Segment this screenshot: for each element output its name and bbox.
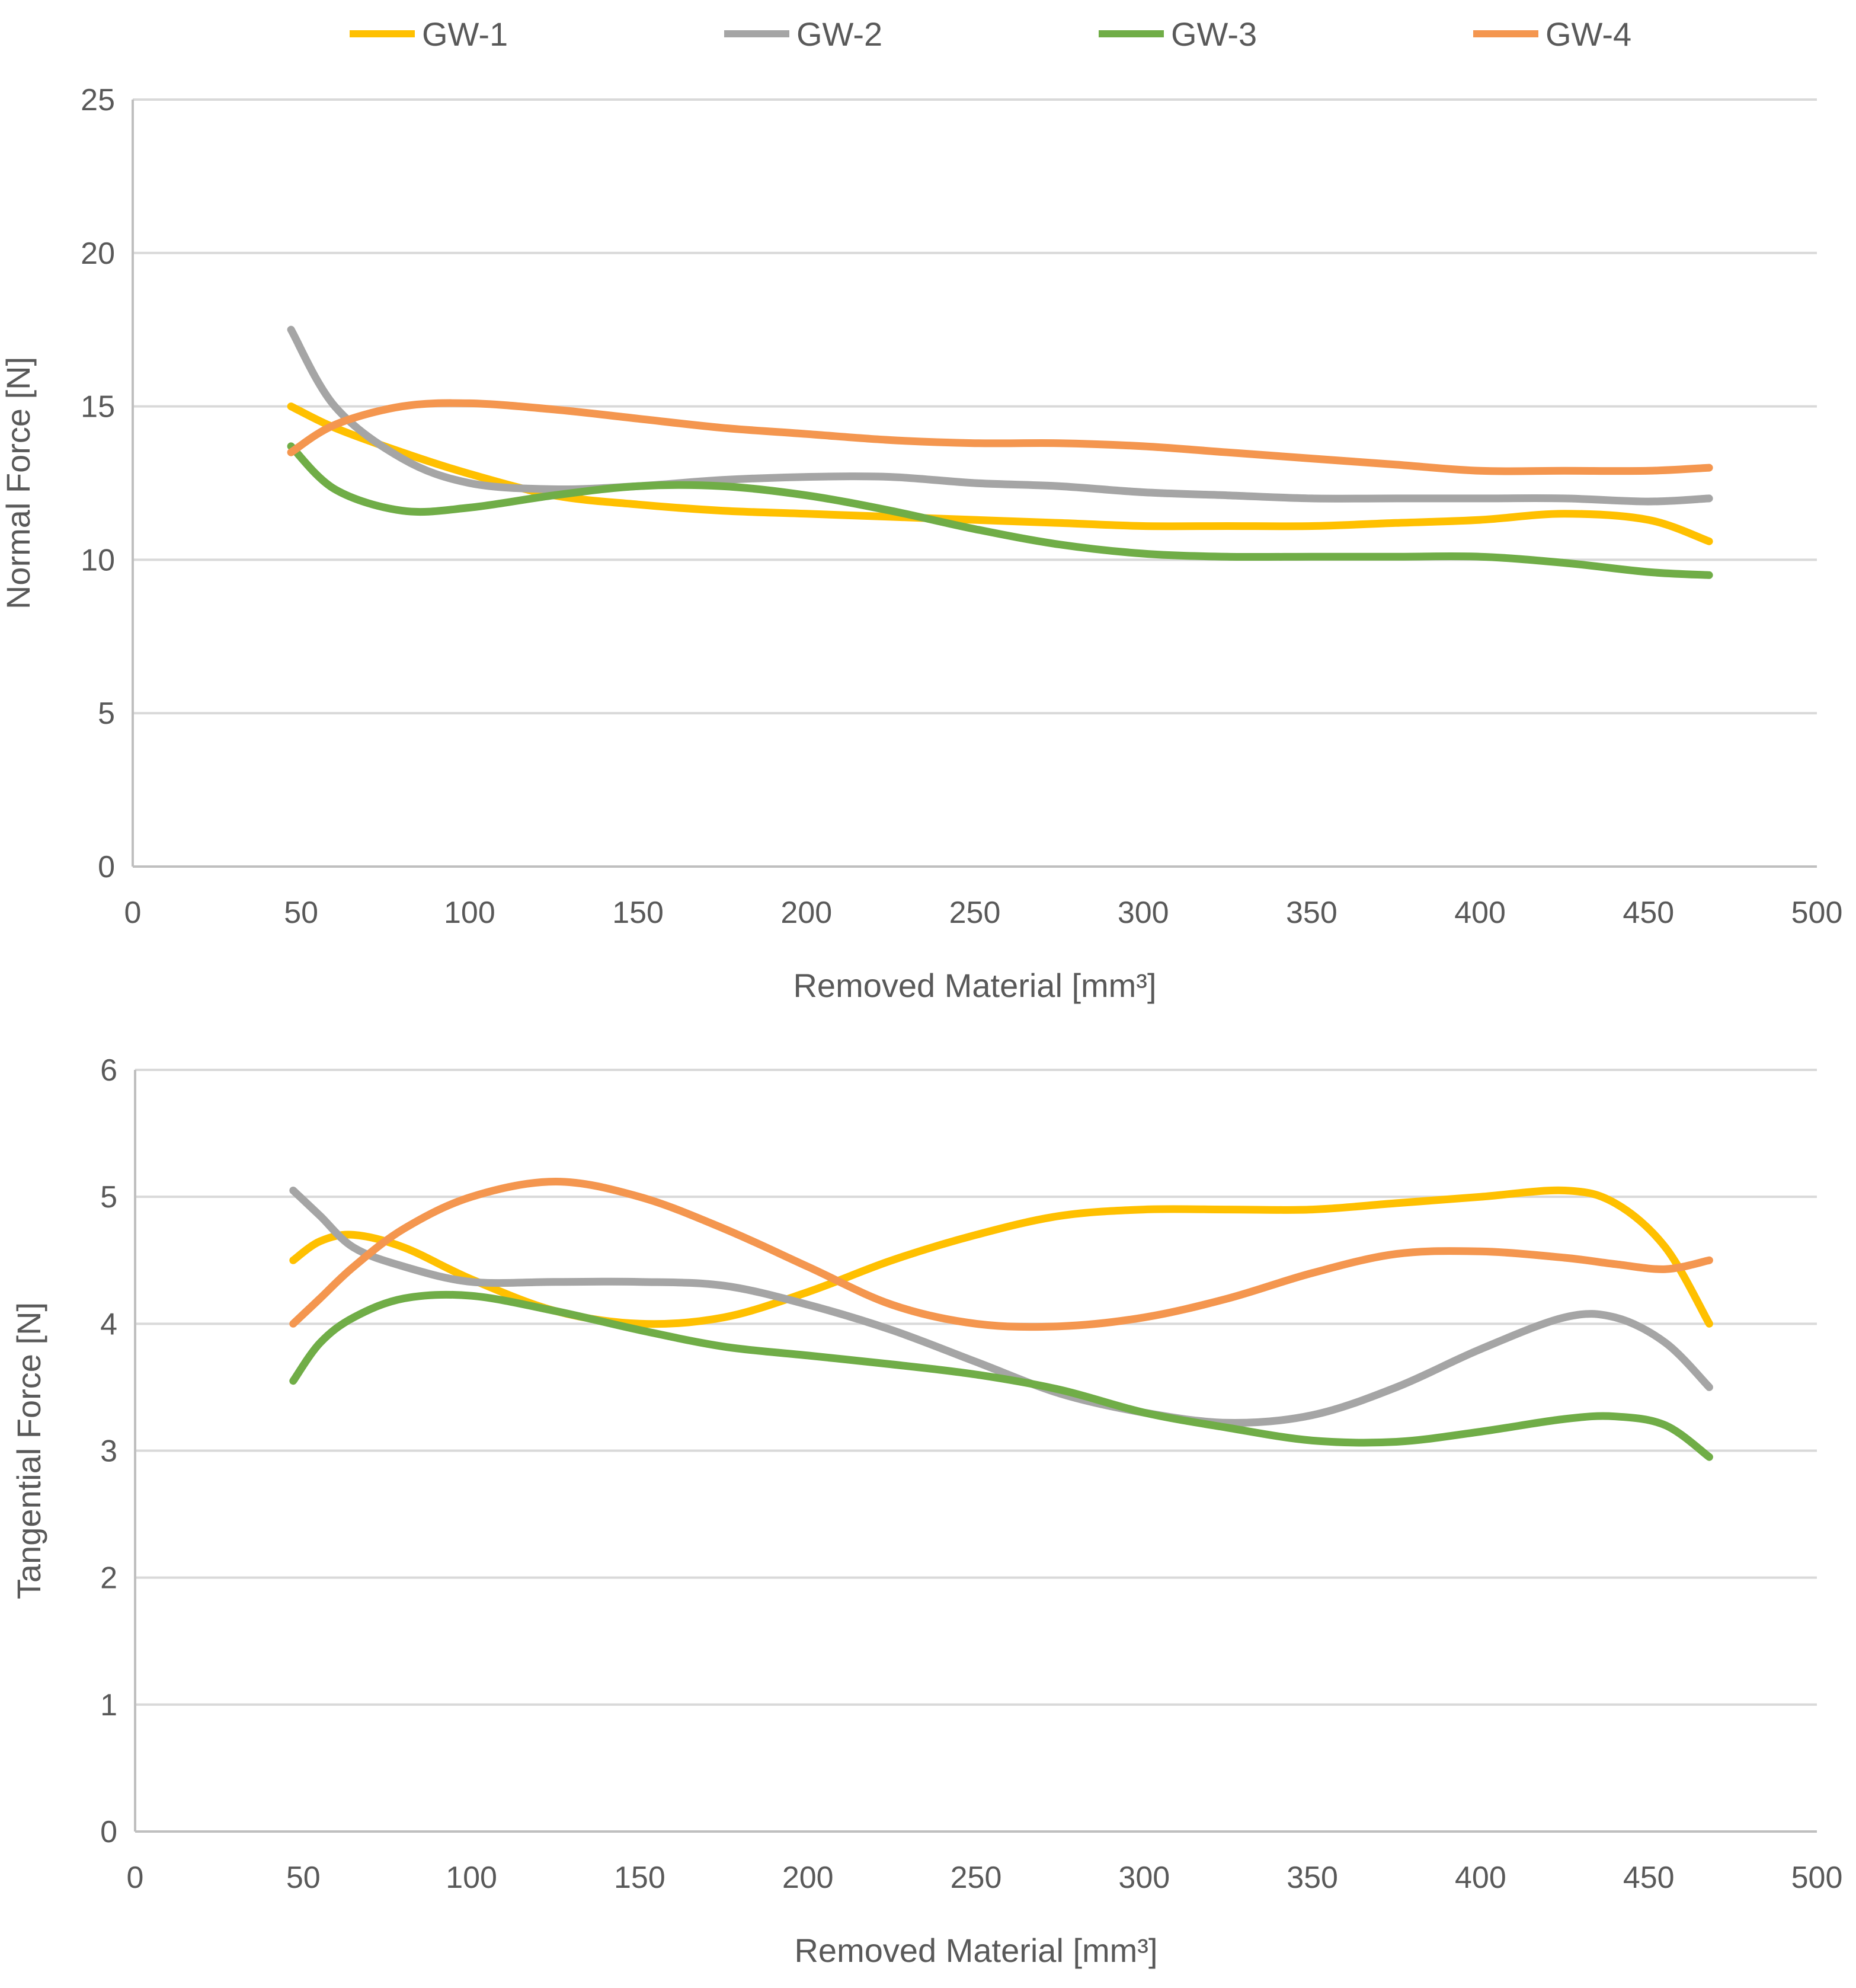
y-tick-label: 15	[81, 390, 115, 424]
x-tick-label: 450	[1623, 1861, 1675, 1895]
y-tick-label: 10	[81, 543, 115, 577]
legend-label-gw1: GW-1	[422, 15, 508, 53]
x-tick-label: 400	[1454, 896, 1506, 930]
y-tick-label: 3	[100, 1434, 117, 1469]
y-tick-label: 0	[100, 1815, 117, 1849]
series-line-gw3	[289, 1290, 1713, 1461]
y-tick-label: 20	[81, 236, 115, 271]
x-tick-label: 250	[951, 1861, 1002, 1895]
x-tick-label: 350	[1287, 1861, 1338, 1895]
y-tick-label: 5	[100, 1180, 117, 1214]
x-tick-label: 500	[1791, 1861, 1843, 1895]
series-line-gw3	[287, 442, 1713, 579]
y-tick-label: 25	[81, 83, 115, 117]
series-line-gw2	[289, 1187, 1713, 1427]
legend-label-gw3: GW-3	[1171, 15, 1257, 53]
series-line-gw1	[287, 402, 1713, 545]
x-axis-title: Removed Material [mm³]	[793, 967, 1156, 1004]
y-tick-label: 2	[100, 1561, 117, 1596]
legend-item-gw3: GW-3	[1099, 15, 1257, 53]
x-tick-label: 450	[1623, 896, 1674, 930]
x-tick-label: 500	[1791, 896, 1843, 930]
x-tick-label: 150	[612, 896, 664, 930]
legend-item-gw4: GW-4	[1473, 15, 1631, 53]
x-tick-label: 0	[124, 896, 142, 930]
x-tick-label: 200	[782, 1861, 834, 1895]
x-tick-label: 300	[1118, 1861, 1170, 1895]
x-tick-label: 300	[1118, 896, 1169, 930]
x-tick-label: 350	[1286, 896, 1337, 930]
x-tick-label: 50	[286, 1861, 321, 1895]
x-tick-label: 100	[446, 1861, 497, 1895]
series-line-gw2	[287, 325, 1713, 506]
legend-item-gw1: GW-1	[350, 15, 508, 53]
x-axis-title: Removed Material [mm³]	[794, 1932, 1157, 1969]
x-tick-label: 100	[444, 896, 495, 930]
y-tick-label: 4	[100, 1307, 117, 1341]
legend-label-gw4: GW-4	[1545, 15, 1631, 53]
x-tick-label: 400	[1455, 1861, 1506, 1895]
legend: GW-1 GW-2 GW-3 GW-4	[350, 15, 1631, 53]
y-tick-label: 0	[98, 850, 115, 884]
y-axis-title: Tangential Force [N]	[10, 1302, 47, 1599]
x-tick-label: 200	[780, 896, 832, 930]
x-tick-label: 0	[127, 1861, 144, 1895]
x-tick-label: 250	[949, 896, 1001, 930]
x-tick-label: 50	[284, 896, 318, 930]
y-tick-label: 1	[100, 1688, 117, 1722]
y-tick-label: 6	[100, 1053, 117, 1088]
legend-item-gw2: GW-2	[724, 15, 882, 53]
y-tick-label: 5	[98, 696, 115, 731]
legend-label-gw2: GW-2	[796, 15, 882, 53]
y-axis-title: Normal Force [N]	[0, 357, 37, 609]
x-tick-label: 150	[614, 1861, 665, 1895]
series-line-gw4	[287, 399, 1713, 475]
series-line-gw4	[289, 1178, 1713, 1331]
tangential-force-chart: 0 1 2 3 4 5 6 0 50 100 150 200 250 300 350 400 450 500 Rem…	[10, 1053, 1842, 1969]
